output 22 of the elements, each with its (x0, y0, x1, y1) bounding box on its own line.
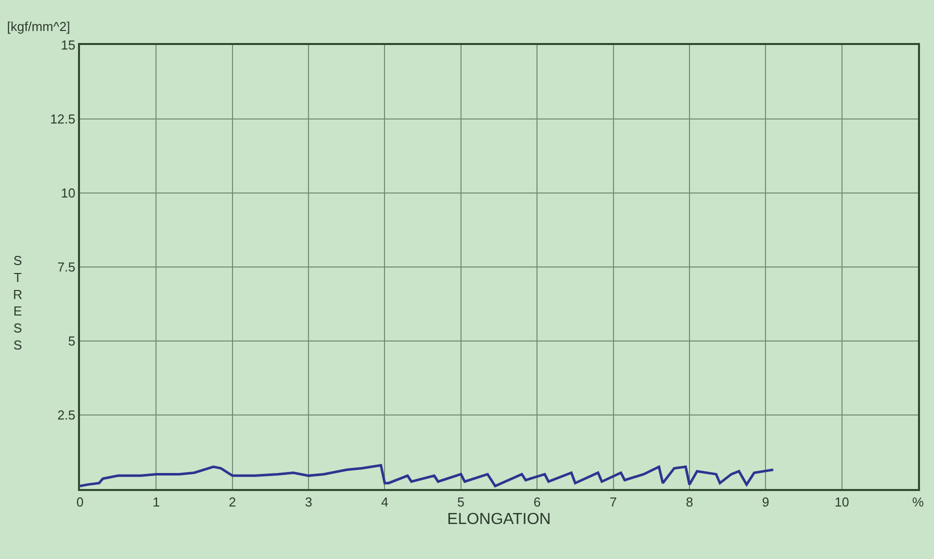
x-tick-label: 10 (834, 494, 850, 510)
x-tick-label: 6 (533, 494, 541, 510)
x-tick-label: 4 (381, 494, 388, 510)
x-tick-label: 8 (686, 494, 694, 510)
y-tick-label: 7.5 (57, 260, 76, 275)
y-tick-label: 12.5 (50, 112, 76, 127)
line-series (80, 464, 774, 488)
x-axis-title: ELONGATION (447, 510, 551, 528)
x-tick-label: 3 (304, 494, 312, 510)
x-tick-label: 2 (228, 494, 236, 510)
x-tick-label: 1 (152, 494, 160, 510)
x-tick-label: 9 (762, 494, 770, 510)
x-tick-label: 5 (457, 494, 465, 510)
x-tick-label: 7 (610, 494, 617, 510)
y-tick-label: 5 (68, 334, 76, 349)
y-tick-label: 10 (60, 186, 76, 201)
x-tick-label: 0 (76, 494, 84, 510)
y-tick-label: 2.5 (57, 408, 76, 423)
y-tick-label: 15 (60, 38, 76, 53)
y-axis-title: STRESS (13, 253, 22, 352)
text: [kgf/mm^2] (7, 19, 70, 34)
x-tick-label: % (912, 494, 924, 510)
